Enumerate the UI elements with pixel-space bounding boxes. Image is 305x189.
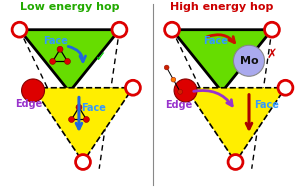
Circle shape: [57, 46, 63, 52]
Circle shape: [174, 79, 197, 102]
Polygon shape: [33, 88, 133, 162]
Text: Face: Face: [44, 36, 68, 46]
Circle shape: [228, 155, 243, 169]
Text: Edge: Edge: [16, 99, 43, 109]
Circle shape: [264, 22, 279, 37]
Polygon shape: [20, 30, 120, 92]
Circle shape: [76, 155, 90, 169]
Circle shape: [76, 104, 82, 110]
Circle shape: [171, 77, 176, 82]
Text: Face: Face: [254, 100, 279, 110]
Text: Edge: Edge: [165, 100, 192, 110]
Text: Face: Face: [203, 36, 228, 46]
Circle shape: [12, 22, 27, 37]
Circle shape: [126, 80, 140, 95]
Circle shape: [164, 65, 169, 70]
Polygon shape: [172, 30, 272, 92]
Circle shape: [178, 89, 183, 94]
Circle shape: [165, 22, 179, 37]
Text: Face: Face: [81, 103, 106, 113]
Text: ✗: ✗: [267, 47, 277, 60]
Text: Mo: Mo: [240, 56, 258, 66]
Circle shape: [83, 116, 89, 122]
Text: High energy hop: High energy hop: [170, 2, 274, 12]
Circle shape: [50, 58, 56, 64]
Text: Low energy hop: Low energy hop: [20, 2, 119, 12]
Circle shape: [69, 116, 74, 122]
Circle shape: [233, 45, 264, 76]
Circle shape: [64, 58, 70, 64]
Polygon shape: [185, 88, 285, 162]
Circle shape: [112, 22, 127, 37]
Text: ✓: ✓: [95, 50, 106, 64]
Circle shape: [22, 79, 45, 102]
Circle shape: [278, 80, 293, 95]
